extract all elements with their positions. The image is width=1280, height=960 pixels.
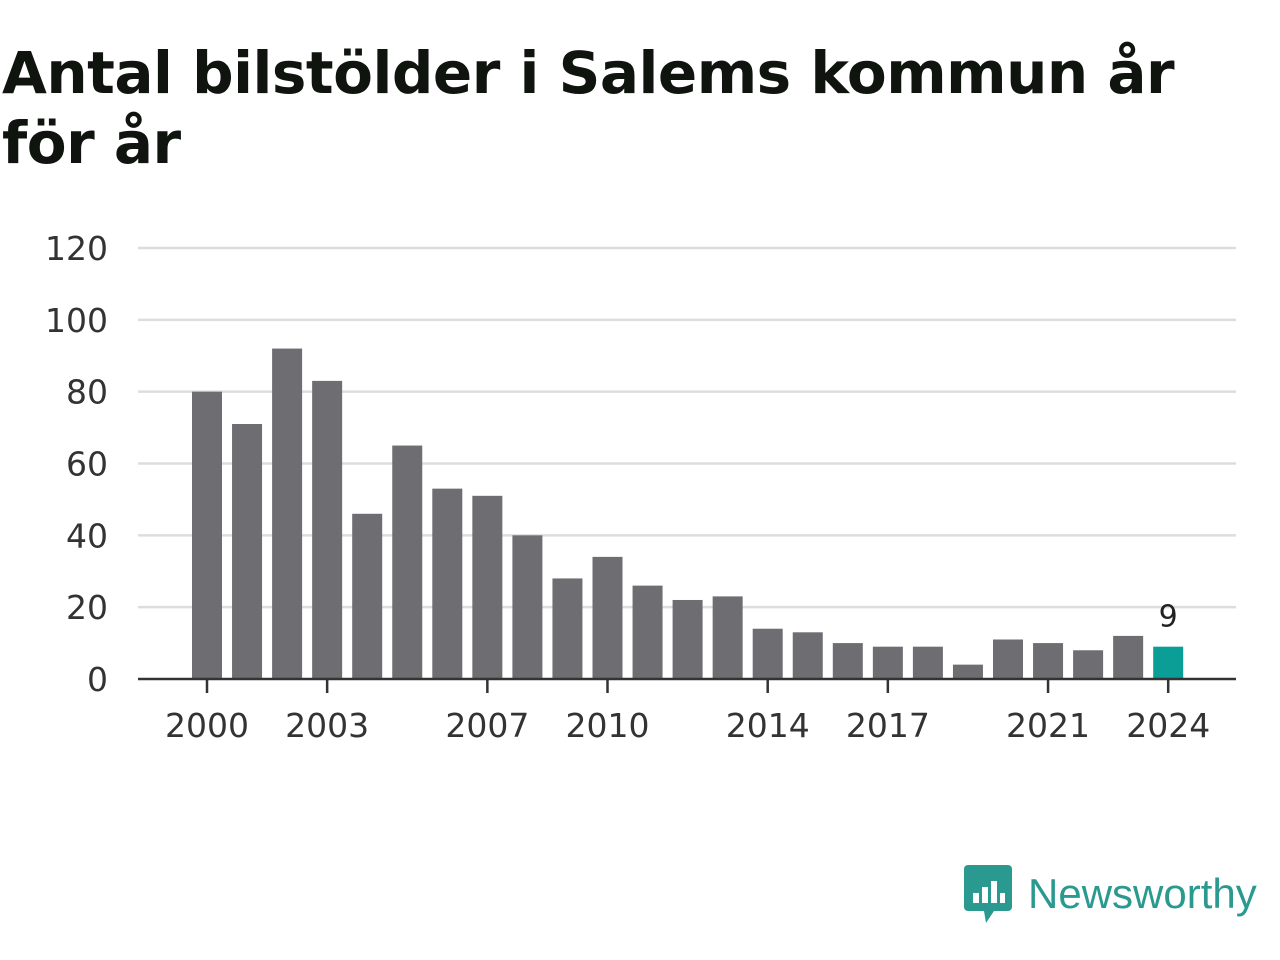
- y-tick-label: 80: [66, 373, 108, 412]
- x-tick-label: 2014: [726, 706, 810, 745]
- brand-name: Newsworthy: [1028, 870, 1257, 917]
- x-tick-label: 2007: [445, 706, 529, 745]
- bar-2010: [592, 556, 623, 679]
- bars: [192, 348, 1184, 679]
- bar-2021: [1033, 643, 1064, 679]
- bar-2000: [192, 391, 222, 679]
- bar-2016: [832, 643, 863, 679]
- bar-2015: [792, 632, 823, 679]
- bar-2009: [552, 578, 583, 679]
- y-tick-label: 40: [66, 516, 108, 555]
- chart-title: Antal bilstölder i Salems kommun år för …: [2, 39, 1175, 177]
- x-tick-label: 2003: [285, 706, 369, 745]
- bar-2004: [352, 513, 383, 679]
- bar-2002: [272, 348, 303, 679]
- newsworthy-logo-icon: [964, 865, 1012, 923]
- bar-2024: [1153, 646, 1184, 679]
- x-tick-label: 2010: [566, 706, 650, 745]
- bar-2012: [672, 599, 703, 679]
- brand-logo: Newsworthy: [962, 862, 1257, 926]
- bar-2018: [912, 646, 943, 679]
- y-tick-label: 0: [87, 660, 108, 699]
- data-label-2024: 9: [1159, 600, 1178, 635]
- bar-2001: [232, 423, 263, 679]
- bar-2011: [632, 585, 663, 679]
- x-axis-ticks: 2000 2003 2007 2010 2014 2017 2021 2024: [165, 679, 1210, 745]
- y-tick-label: 60: [66, 445, 108, 484]
- x-tick-label: 2017: [846, 706, 930, 745]
- y-tick-label: 120: [45, 229, 108, 268]
- bar-2013: [712, 596, 743, 679]
- x-tick-label: 2024: [1126, 706, 1210, 745]
- bar-2022: [1073, 650, 1104, 679]
- bar-2008: [512, 535, 543, 679]
- bar-2019: [952, 664, 983, 679]
- bar-2007: [472, 495, 503, 679]
- x-tick-label: 2000: [165, 706, 249, 745]
- y-tick-label: 100: [45, 301, 108, 340]
- y-axis-ticks: 0 20 40 60 80 100 120: [45, 229, 108, 699]
- data-labels: 9: [1159, 600, 1178, 635]
- bar-2020: [993, 639, 1023, 679]
- bar-2003: [312, 380, 343, 679]
- bar-2017: [872, 646, 903, 679]
- bar-2014: [752, 628, 783, 679]
- bar-chart: 0 20 40 60 80 100 120 2000 2003 2007 2010 2014 2017…: [45, 229, 1236, 745]
- x-tick-label: 2021: [1006, 706, 1090, 745]
- gridlines: [138, 246, 1236, 609]
- bar-2005: [392, 445, 423, 679]
- y-tick-label: 20: [66, 588, 108, 627]
- bar-2023: [1113, 635, 1144, 679]
- bar-2006: [432, 488, 463, 679]
